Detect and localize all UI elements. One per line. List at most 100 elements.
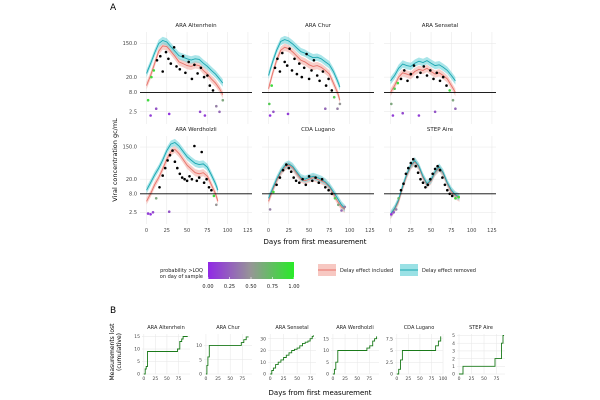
facet-title: STEP Aire bbox=[427, 127, 454, 133]
data-point bbox=[290, 69, 294, 72]
data-point bbox=[176, 166, 179, 170]
x-tick-label: 25 bbox=[153, 376, 159, 382]
data-point bbox=[318, 79, 321, 83]
data-point bbox=[190, 77, 194, 81]
x-tick-label: 50 bbox=[428, 228, 434, 234]
line-delay-included bbox=[390, 67, 456, 93]
data-point bbox=[173, 160, 177, 163]
data-point bbox=[330, 192, 334, 196]
facet-a-4: ARA Werdholzli 2.5 8.0 20.0 150.0 0 25 50 75 100 1… bbox=[123, 127, 253, 234]
y-tick-label: 30 bbox=[260, 336, 266, 342]
line-delay-included bbox=[146, 148, 219, 202]
data-point bbox=[146, 212, 150, 215]
data-point bbox=[268, 208, 272, 211]
facet-a-1: ARA Altenrhein 2.5 8.0 20.0 150.0 bbox=[123, 23, 252, 124]
data-point bbox=[394, 208, 398, 211]
data-point bbox=[298, 181, 301, 184]
data-point bbox=[183, 177, 186, 181]
data-point bbox=[314, 176, 317, 179]
y-tick-label: 20.0 bbox=[126, 75, 137, 81]
data-point bbox=[435, 71, 439, 75]
y-tick-label: 8.0 bbox=[129, 90, 137, 96]
colorbar-tick-label: 0.25 bbox=[224, 284, 235, 290]
band-delay-included bbox=[268, 43, 340, 104]
colorbar-tick-label: 0.75 bbox=[267, 284, 278, 290]
data-point bbox=[278, 70, 282, 73]
data-point bbox=[167, 210, 171, 213]
data-point bbox=[315, 74, 319, 77]
data-point bbox=[438, 79, 442, 83]
data-point bbox=[178, 68, 182, 71]
data-point bbox=[272, 110, 275, 114]
data-point bbox=[295, 72, 299, 76]
x-tick-label: 75 bbox=[176, 376, 182, 382]
data-point bbox=[424, 186, 427, 189]
data-point bbox=[215, 203, 218, 207]
line-delay-removed bbox=[268, 39, 341, 88]
y-tick-label: 10 bbox=[260, 360, 266, 366]
facet-title: ARA Werdholzli bbox=[175, 127, 217, 133]
x-tick-label: 50 bbox=[227, 376, 233, 382]
data-point bbox=[215, 104, 218, 108]
x-tick-label: 50 bbox=[481, 376, 487, 382]
data-point bbox=[155, 59, 159, 62]
x-tick-label: 75 bbox=[429, 376, 435, 382]
facet-a-3: ARA Sensetal bbox=[384, 23, 496, 124]
facet-title: STEP Aire bbox=[469, 325, 493, 331]
facet-background bbox=[331, 334, 379, 374]
data-point bbox=[419, 71, 422, 75]
y-tick-label: 2 bbox=[452, 356, 455, 362]
x-tick-label: 0 bbox=[267, 228, 270, 234]
data-point bbox=[396, 81, 400, 85]
y-tick-label: 150.0 bbox=[123, 41, 137, 47]
x-axis-label-a: Days from first measurement bbox=[264, 238, 367, 246]
x-tick-label: 100 bbox=[223, 228, 233, 234]
data-point bbox=[441, 176, 444, 179]
data-point bbox=[288, 47, 291, 50]
y-axis-label-b: (cumulative) bbox=[116, 333, 123, 371]
data-point bbox=[169, 62, 173, 65]
data-point bbox=[196, 72, 199, 75]
data-point bbox=[187, 60, 190, 64]
data-point bbox=[212, 194, 216, 198]
x-tick-label: 0 bbox=[389, 228, 392, 234]
y-axis-label-a: Viral concentration gc/mL bbox=[111, 118, 119, 202]
data-point bbox=[433, 167, 437, 171]
data-point bbox=[409, 72, 413, 76]
data-point bbox=[200, 150, 203, 154]
data-point bbox=[268, 114, 272, 117]
data-point bbox=[327, 188, 330, 192]
data-point bbox=[337, 203, 340, 207]
data-point bbox=[403, 69, 406, 72]
data-point bbox=[445, 84, 448, 87]
y-tick-label: 150.0 bbox=[123, 145, 137, 151]
data-point bbox=[412, 64, 416, 67]
y-tick-label: 10 bbox=[323, 348, 329, 354]
line-delay-removed bbox=[390, 159, 460, 215]
x-axis-label-b: Days from first measurement bbox=[269, 389, 372, 397]
data-point bbox=[168, 153, 172, 157]
legend-label: Delay effect removed bbox=[422, 268, 476, 274]
data-point bbox=[149, 114, 152, 117]
x-tick-label: 125 bbox=[243, 228, 253, 234]
data-point bbox=[294, 179, 298, 183]
x-tick-label: 0 bbox=[142, 376, 145, 382]
data-point bbox=[161, 174, 164, 177]
x-tick-label: 25 bbox=[342, 376, 348, 382]
data-point bbox=[185, 179, 189, 183]
facet-title: ARA Chur bbox=[305, 23, 332, 29]
data-point bbox=[190, 177, 194, 181]
data-point bbox=[158, 186, 161, 189]
y-tick-label: 5 bbox=[452, 333, 455, 339]
data-point bbox=[340, 209, 343, 212]
data-point bbox=[438, 168, 442, 172]
data-point bbox=[281, 168, 285, 172]
data-point bbox=[164, 50, 168, 54]
data-point bbox=[416, 171, 420, 174]
data-point bbox=[311, 179, 314, 183]
y-tick-label: 0 bbox=[137, 372, 140, 378]
y-tick-label: 10 bbox=[134, 347, 140, 353]
data-point bbox=[429, 69, 432, 72]
data-point bbox=[276, 57, 279, 61]
colorbar-tick-label: 0.50 bbox=[245, 284, 256, 290]
